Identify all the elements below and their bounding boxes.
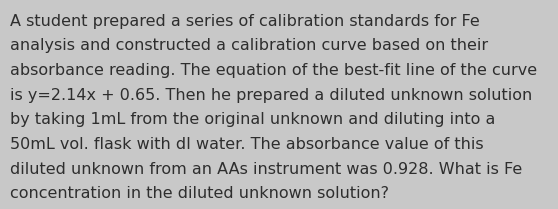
Text: concentration in the diluted unknown solution?: concentration in the diluted unknown sol… — [10, 186, 389, 201]
Text: A student prepared a series of calibration standards for Fe: A student prepared a series of calibrati… — [10, 14, 480, 29]
Text: analysis and constructed a calibration curve based on their: analysis and constructed a calibration c… — [10, 38, 488, 53]
Text: by taking 1mL from the original unknown and diluting into a: by taking 1mL from the original unknown … — [10, 112, 496, 127]
Text: 50mL vol. flask with dI water. The absorbance value of this: 50mL vol. flask with dI water. The absor… — [10, 137, 484, 152]
Text: diluted unknown from an AAs instrument was 0.928. What is Fe: diluted unknown from an AAs instrument w… — [10, 162, 522, 177]
Text: is y=2.14x + 0.65. Then he prepared a diluted unknown solution: is y=2.14x + 0.65. Then he prepared a di… — [10, 88, 532, 103]
Text: absorbance reading. The equation of the best-fit line of the curve: absorbance reading. The equation of the … — [10, 63, 537, 78]
